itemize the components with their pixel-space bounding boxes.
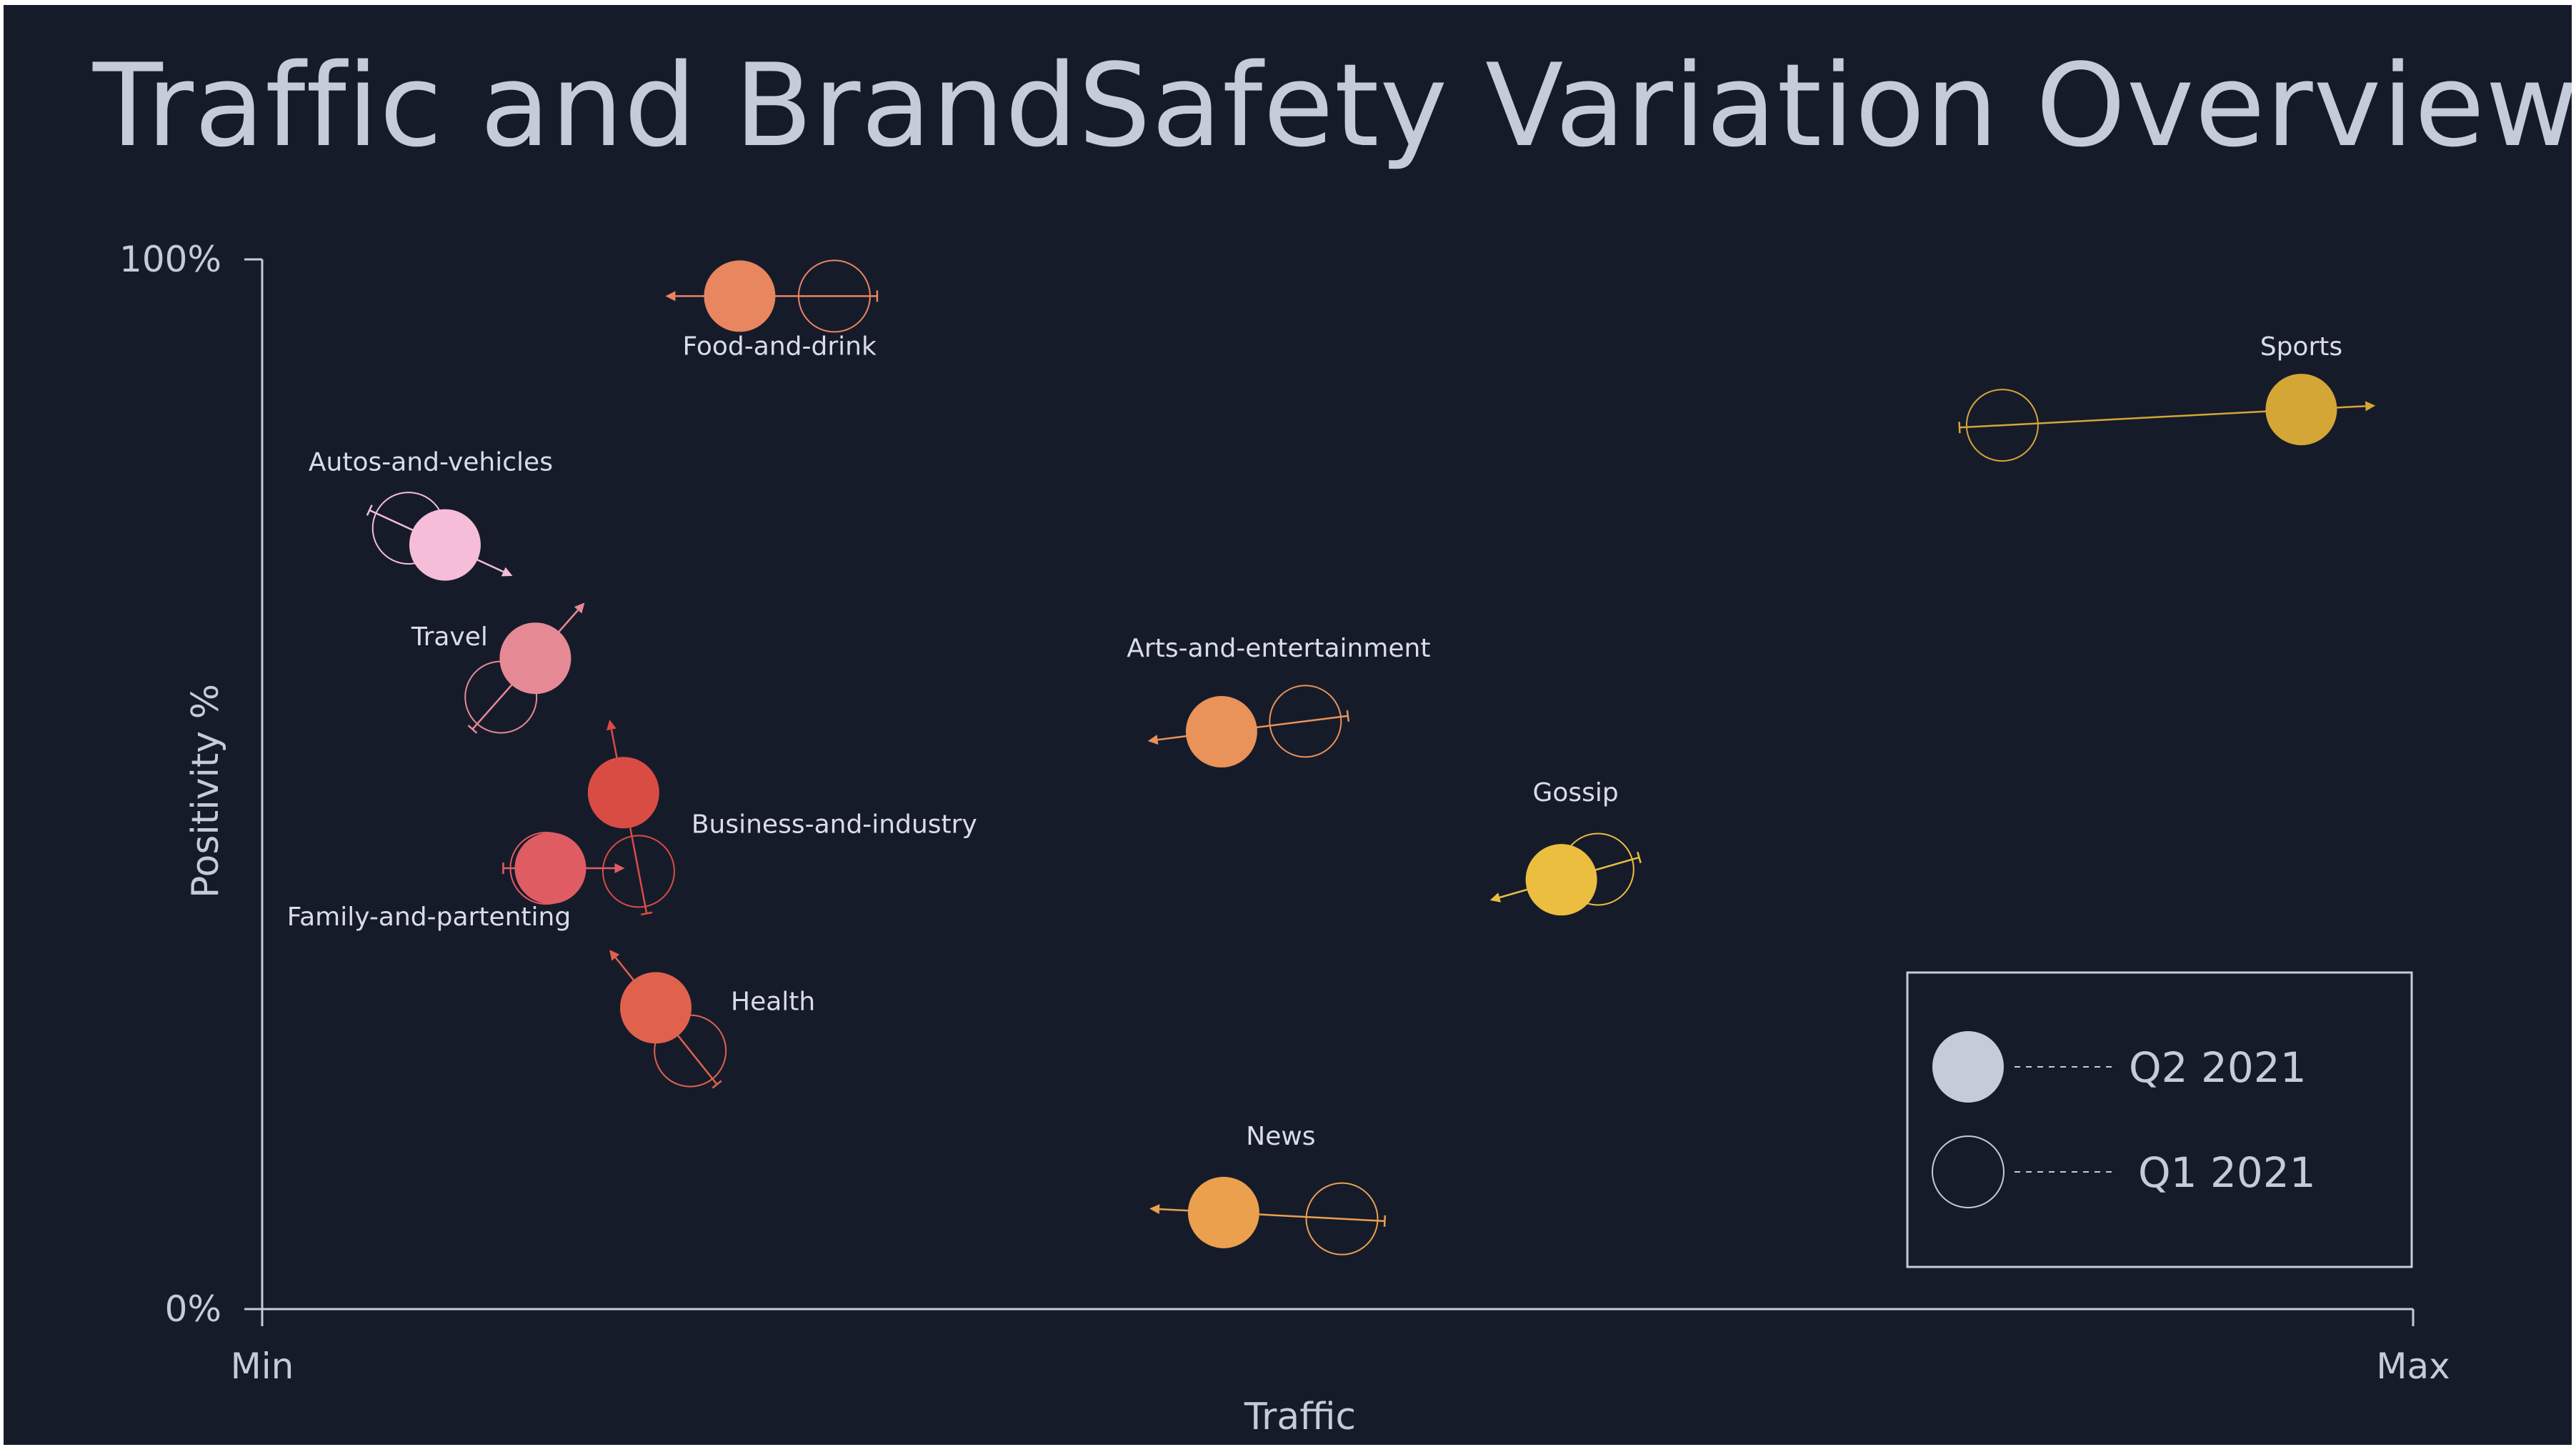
business-and-industry-q1-point <box>601 835 675 908</box>
autos-and-vehicles-tail-tick <box>366 504 373 516</box>
legend-q1-swatch <box>1932 1135 2005 1208</box>
food-and-drink-arrowhead <box>665 291 676 302</box>
chart-title: Traffic and BrandSafety Variation Overvi… <box>92 39 2572 172</box>
gossip-label: Gossip <box>1532 778 1618 807</box>
legend-q1-label: Q1 2021 <box>2138 1148 2316 1197</box>
arts-and-entertainment-tail-tick <box>1346 710 1350 722</box>
arts-and-entertainment-label: Arts-and-entertainment <box>1127 634 1430 663</box>
legend-q2-swatch <box>1932 1031 2004 1103</box>
family-and-partenting-q2-point <box>514 832 586 905</box>
y-tick-label-0: 0% <box>165 1288 221 1330</box>
arts-and-entertainment-arrowhead <box>1147 735 1159 745</box>
sports-label: Sports <box>2260 332 2342 362</box>
legend-q2-label: Q2 2021 <box>2129 1043 2307 1092</box>
y-axis-title: Positivity % <box>184 684 227 898</box>
business-and-industry-tail-tick <box>641 911 653 916</box>
legend-box <box>1906 971 2413 1268</box>
gossip-tail-tick <box>1637 851 1642 863</box>
health-label: Health <box>731 987 815 1016</box>
sports-arrowhead <box>2365 401 2376 412</box>
travel-arrowhead <box>574 602 585 614</box>
business-and-industry-label: Business-and-industry <box>692 810 977 839</box>
autos-and-vehicles-label: Autos-and-vehicles <box>309 448 553 477</box>
food-and-drink-q2-point <box>704 260 776 332</box>
family-and-partenting-label: Family-and-partenting <box>287 902 571 932</box>
travel-label: Travel <box>411 622 488 652</box>
sports-q2-point <box>2265 374 2337 446</box>
gossip-q2-point <box>1525 844 1597 916</box>
bubble-chart: Traffic and BrandSafety Variation Overvi… <box>92 39 2572 1438</box>
health-tail-tick <box>712 1080 722 1089</box>
food-and-drink-q1-point <box>797 259 871 333</box>
business-and-industry-arrowhead <box>606 720 616 731</box>
travel-q2-point <box>499 622 571 695</box>
autos-and-vehicles-q2-point <box>409 509 481 581</box>
sports-q1-point <box>1965 389 2039 462</box>
news-q1-point <box>1305 1182 1379 1255</box>
arts-and-entertainment-q2-point <box>1185 696 1257 768</box>
x-tick-label-max: Max <box>2376 1346 2450 1387</box>
family-and-partenting-arrowhead <box>614 863 625 874</box>
business-and-industry-q2-point <box>587 757 659 829</box>
news-arrowhead <box>1149 1204 1160 1215</box>
x-axis-title: Traffic <box>1244 1396 1356 1438</box>
gossip-arrowhead <box>1489 892 1502 902</box>
legend: Q2 2021 Q1 2021 <box>1906 971 2413 1268</box>
travel-tail-tick <box>467 725 478 734</box>
autos-and-vehicles-arrowhead <box>501 567 513 577</box>
arts-and-entertainment-q1-point <box>1269 685 1342 758</box>
news-q2-point <box>1187 1176 1259 1248</box>
news-tail-tick <box>1383 1215 1387 1227</box>
news-label: News <box>1246 1122 1315 1151</box>
x-tick-label-min: Min <box>231 1346 294 1387</box>
food-and-drink-label: Food-and-drink <box>682 332 877 361</box>
health-arrowhead <box>609 950 620 961</box>
y-tick-label-100: 100% <box>119 239 221 280</box>
bubble-marks: Food-and-drink Sports Autos-and-vehicles Tr… <box>287 259 2376 1255</box>
chart-canvas: Traffic and BrandSafety Variation Overvi… <box>4 5 2572 1445</box>
health-q2-point <box>620 972 692 1044</box>
